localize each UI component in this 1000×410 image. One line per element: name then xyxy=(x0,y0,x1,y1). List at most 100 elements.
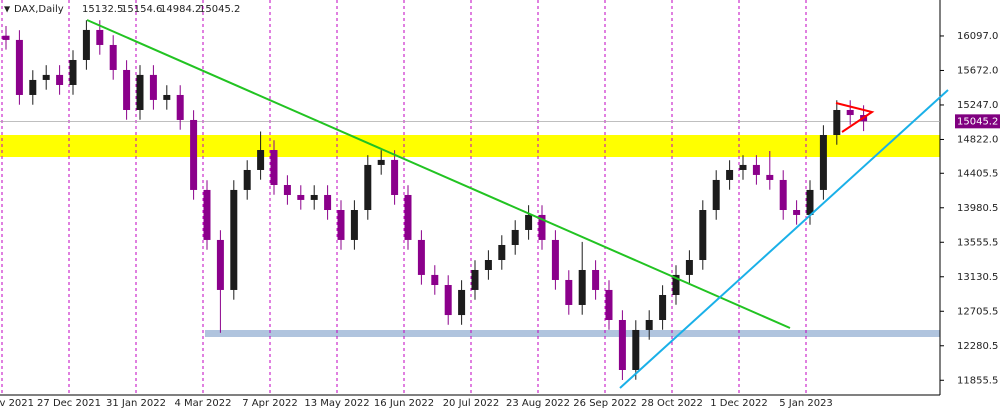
x-tick-label: 20 Jul 2022 xyxy=(443,398,500,409)
x-tick-label: 13 May 2022 xyxy=(304,398,369,409)
x-tick-label: 31 Jan 2022 xyxy=(106,398,166,409)
candle-body xyxy=(525,214,533,230)
x-tick-label: 26 Sep 2022 xyxy=(573,398,636,409)
candle-body xyxy=(833,109,841,135)
candle-body xyxy=(391,159,399,195)
x-tick-label: 7 Apr 2022 xyxy=(242,398,297,409)
x-tick-label: 16 Jun 2022 xyxy=(374,398,434,409)
support-zone-yellow xyxy=(0,135,940,157)
candle-body xyxy=(2,35,10,40)
header-low: 14984.2 xyxy=(160,4,201,15)
support-zone-blue xyxy=(205,330,940,337)
candle-body xyxy=(109,44,117,70)
candle-body xyxy=(377,159,385,165)
candle-body xyxy=(712,179,720,211)
pennant xyxy=(835,102,875,133)
candle-body xyxy=(310,194,318,200)
candle-body xyxy=(163,94,171,100)
x-tick-label: 4 Mar 2022 xyxy=(174,398,231,409)
candle-body xyxy=(337,210,345,240)
candle-body xyxy=(726,169,734,180)
candle-body xyxy=(498,244,506,261)
candle-body xyxy=(846,109,854,116)
candle-body xyxy=(431,274,439,286)
candle-body xyxy=(578,269,586,305)
y-tick-label: 13555.5 xyxy=(957,237,998,248)
candle-body xyxy=(592,269,600,290)
candle-body xyxy=(270,150,278,185)
candle-body xyxy=(659,294,667,320)
y-tick-label: 11855.5 xyxy=(957,375,998,386)
y-tick-label: 15247.0 xyxy=(957,100,998,111)
candle-body xyxy=(15,39,23,95)
header: ▼ DAX,Daily 15132.5 15154.6 14984.2 1504… xyxy=(4,4,240,15)
candle-body xyxy=(458,289,466,316)
y-tick-label: 16097.0 xyxy=(957,31,998,42)
candle-body xyxy=(176,94,184,120)
candle-body xyxy=(484,260,492,270)
y-tick-label: 14822.0 xyxy=(957,134,998,145)
candle-body xyxy=(632,329,640,370)
x-tick-label: 22 Nov 2021 xyxy=(0,398,34,409)
header-open: 15132.5 xyxy=(82,4,123,15)
candle-body xyxy=(190,119,198,190)
candle-body xyxy=(297,194,305,200)
candle-body xyxy=(324,194,332,211)
y-tick-label: 12280.5 xyxy=(957,341,998,352)
x-tick-label: 28 Oct 2022 xyxy=(641,398,703,409)
candle-body xyxy=(685,260,693,275)
header-close: 15045.2 xyxy=(199,4,240,15)
candle-body xyxy=(471,269,479,290)
current-price-label: 15045.2 xyxy=(957,116,998,127)
candle-body xyxy=(779,179,787,211)
candle-body xyxy=(96,29,104,45)
candle-body xyxy=(29,79,37,95)
candle-body xyxy=(618,319,626,370)
candle-body xyxy=(230,189,238,290)
y-tick-label: 13130.5 xyxy=(957,272,998,283)
candle-body xyxy=(364,164,372,211)
candle-body xyxy=(793,210,801,215)
x-tick-label: 5 Jan 2023 xyxy=(779,398,833,409)
y-tick-label: 12705.5 xyxy=(957,306,998,317)
x-tick-label: 1 Dec 2022 xyxy=(710,398,768,409)
candle-body xyxy=(806,189,814,215)
candle-body xyxy=(766,174,774,180)
candle-body xyxy=(123,69,131,110)
candle-body xyxy=(699,210,707,261)
candle-body xyxy=(149,74,157,100)
candle-body xyxy=(752,164,760,175)
candle-body xyxy=(511,229,519,245)
candle-body xyxy=(538,214,546,240)
candle-body xyxy=(739,164,747,170)
symbol: DAX,Daily xyxy=(14,4,64,15)
candle-body xyxy=(216,239,224,290)
candle-body xyxy=(42,74,50,80)
header-arrow: ▼ xyxy=(4,5,11,14)
candle-body xyxy=(82,29,90,60)
trendline-green xyxy=(86,19,791,329)
candle-body xyxy=(283,184,291,195)
candle-body xyxy=(203,189,211,240)
y-tick-label: 13980.5 xyxy=(957,203,998,214)
candle-body xyxy=(69,59,77,85)
candle-body xyxy=(404,194,412,240)
candle-body xyxy=(417,239,425,275)
y-tick-label: 14405.5 xyxy=(957,168,998,179)
candle-body xyxy=(444,285,452,316)
candle-body xyxy=(257,150,265,170)
candle-body xyxy=(136,74,144,110)
x-tick-label: 27 Dec 2021 xyxy=(37,398,101,409)
candle-body xyxy=(350,210,358,240)
candle-body xyxy=(565,279,573,305)
candle-body xyxy=(645,319,653,330)
candle-body xyxy=(56,74,64,85)
candle-body xyxy=(672,274,680,295)
candle-body xyxy=(605,289,613,320)
trendline-blue xyxy=(619,89,949,389)
candle-body xyxy=(243,169,251,190)
candle-body xyxy=(819,134,827,190)
candle-body xyxy=(551,239,559,280)
